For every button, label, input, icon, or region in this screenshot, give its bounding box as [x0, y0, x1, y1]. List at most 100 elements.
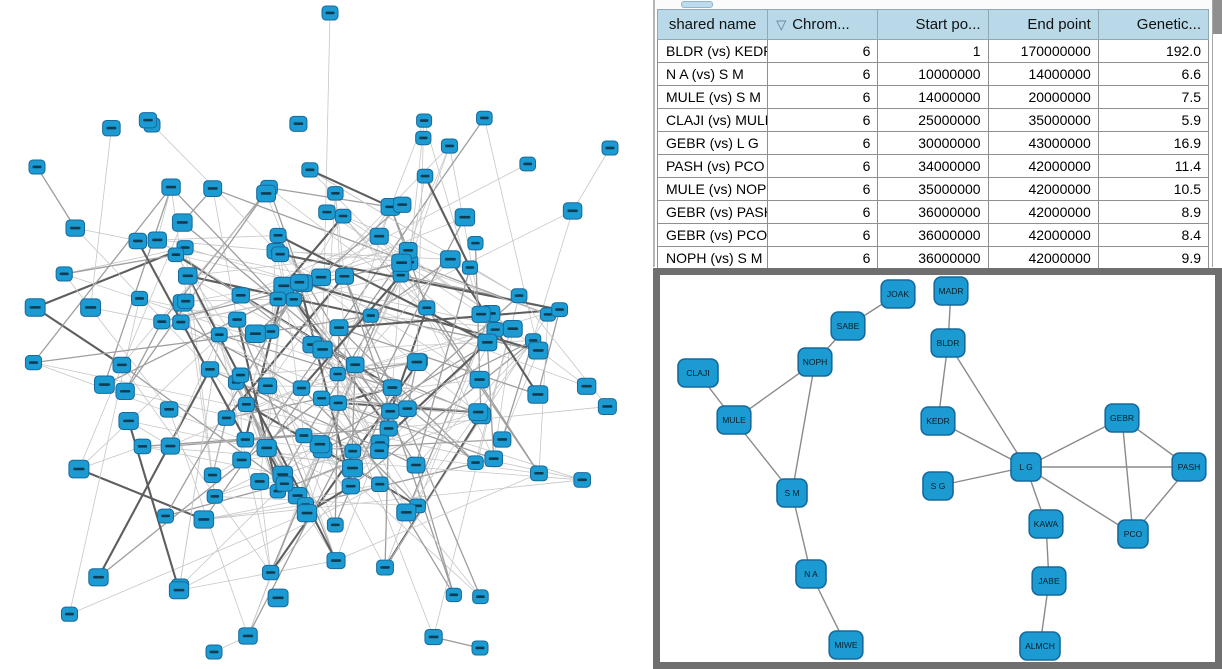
network-node[interactable] [329, 395, 347, 411]
table-cell[interactable]: 6 [767, 177, 879, 201]
table-cell[interactable]: 34000000 [877, 154, 989, 178]
network-node[interactable] [396, 503, 417, 522]
network-node-CLAJI[interactable]: CLAJI [677, 358, 719, 388]
network-node[interactable] [391, 253, 412, 272]
table-cell[interactable]: 36000000 [877, 200, 989, 224]
network-node[interactable] [424, 628, 443, 646]
table-cell[interactable]: 7.5 [1097, 85, 1210, 109]
network-node[interactable] [601, 140, 619, 156]
network-node-PASH[interactable]: PASH [1171, 452, 1207, 482]
network-node[interactable] [262, 324, 280, 339]
network-node[interactable] [28, 159, 46, 175]
network-node[interactable] [440, 138, 459, 154]
network-node[interactable] [285, 292, 302, 307]
network-node[interactable] [301, 162, 319, 178]
table-cell[interactable]: 6 [767, 62, 879, 86]
table-cell[interactable]: 10.5 [1097, 177, 1210, 201]
network-node[interactable] [193, 510, 215, 529]
network-node[interactable] [210, 327, 228, 343]
network-node[interactable] [309, 435, 331, 454]
table-row[interactable]: GEBR (vs) L G 6 30000000 43000000 16.9 [656, 131, 1210, 155]
network-node[interactable] [321, 5, 339, 21]
table-cell[interactable]: MULE (vs) NOPH [656, 177, 769, 201]
table-cell[interactable]: 20000000 [987, 85, 1099, 109]
network-node[interactable] [167, 247, 185, 263]
network-edge[interactable] [1025, 466, 1134, 535]
network-node[interactable] [118, 411, 139, 430]
network-node-KAWA[interactable]: KAWA [1028, 509, 1064, 539]
network-node[interactable] [415, 130, 432, 146]
table-cell[interactable]: 5.9 [1097, 108, 1210, 132]
table-cell[interactable]: MULE (vs) S M [656, 85, 769, 109]
table-vertical-scrollbar[interactable] [1212, 0, 1222, 267]
network-node[interactable] [369, 227, 389, 245]
network-node[interactable] [68, 459, 90, 479]
network-node[interactable] [203, 180, 223, 197]
network-node[interactable] [102, 119, 121, 137]
table-cell[interactable]: 42000000 [987, 177, 1099, 201]
network-node[interactable] [200, 361, 220, 378]
table-row[interactable]: NOPH (vs) S M 6 36000000 42000000 9.9 [656, 246, 1210, 270]
table-cell[interactable]: 25000000 [877, 108, 989, 132]
network-node[interactable] [295, 428, 313, 444]
network-node[interactable] [271, 246, 290, 263]
network-node[interactable] [256, 439, 277, 458]
network-node[interactable] [93, 375, 115, 394]
network-node[interactable] [261, 564, 280, 581]
network-node-BLDR[interactable]: BLDR [930, 328, 966, 358]
column-header-0[interactable]: shared name [656, 9, 769, 40]
network-node[interactable] [292, 380, 311, 396]
network-node[interactable] [231, 367, 250, 383]
network-node[interactable] [493, 431, 512, 448]
network-node[interactable] [468, 403, 489, 422]
network-node[interactable] [269, 291, 287, 307]
network-node[interactable] [318, 204, 336, 220]
network-node[interactable] [519, 156, 536, 172]
column-header-1[interactable]: ▽ Chrom... [767, 9, 879, 40]
network-node[interactable] [326, 517, 344, 533]
table-cell[interactable]: 6 [767, 223, 879, 247]
table-cell[interactable]: 11.4 [1097, 154, 1210, 178]
network-node[interactable] [416, 168, 434, 184]
network-node[interactable] [24, 355, 43, 371]
network-node[interactable] [406, 353, 427, 372]
table-cell[interactable]: 8.4 [1097, 223, 1210, 247]
network-node[interactable] [256, 184, 277, 203]
network-node[interactable] [245, 324, 266, 343]
large-network-canvas[interactable] [0, 0, 652, 669]
column-header-2[interactable]: Start po... [877, 9, 989, 40]
network-node[interactable] [472, 589, 489, 605]
network-node[interactable] [527, 385, 549, 404]
network-node[interactable] [471, 305, 491, 323]
column-header-3[interactable]: End point [987, 9, 1099, 40]
table-cell[interactable]: 42000000 [987, 223, 1099, 247]
table-cell[interactable]: 6 [767, 154, 879, 178]
table-cell[interactable]: GEBR (vs) PASH [656, 200, 769, 224]
network-node[interactable] [370, 442, 389, 460]
table-cell[interactable]: BLDR (vs) KEDR [656, 39, 769, 63]
table-cell[interactable]: 30000000 [877, 131, 989, 155]
table-row[interactable]: MULE (vs) NOPH 6 35000000 42000000 10.5 [656, 177, 1210, 201]
network-node[interactable] [445, 587, 462, 603]
network-node-NOPH[interactable]: NOPH [797, 347, 833, 377]
network-node[interactable] [138, 112, 158, 129]
table-cell[interactable]: 43000000 [987, 131, 1099, 155]
network-node[interactable] [326, 552, 346, 570]
network-node-S M[interactable]: S M [776, 478, 808, 508]
network-node[interactable] [177, 293, 195, 309]
table-cell[interactable]: GEBR (vs) L G [656, 131, 769, 155]
filtered-network-view[interactable]: JOAK MADR SABE BLDR NOPH CLAJI GEBR MULE KEDR L G… [653, 268, 1222, 669]
network-node[interactable] [416, 113, 433, 128]
table-cell[interactable]: 42000000 [987, 246, 1099, 270]
table-cell[interactable]: 14000000 [877, 85, 989, 109]
table-cell[interactable]: 8.9 [1097, 200, 1210, 224]
network-node[interactable] [232, 451, 252, 469]
network-node[interactable] [345, 356, 365, 374]
network-edge[interactable] [791, 361, 816, 494]
network-node[interactable] [484, 450, 504, 468]
table-row[interactable]: CLAJI (vs) MULE 6 25000000 35000000 5.9 [656, 108, 1210, 132]
table-cell[interactable]: 170000000 [987, 39, 1099, 63]
network-node-GEBR[interactable]: GEBR [1104, 403, 1140, 433]
network-node[interactable] [469, 370, 490, 389]
network-node[interactable] [296, 504, 318, 523]
